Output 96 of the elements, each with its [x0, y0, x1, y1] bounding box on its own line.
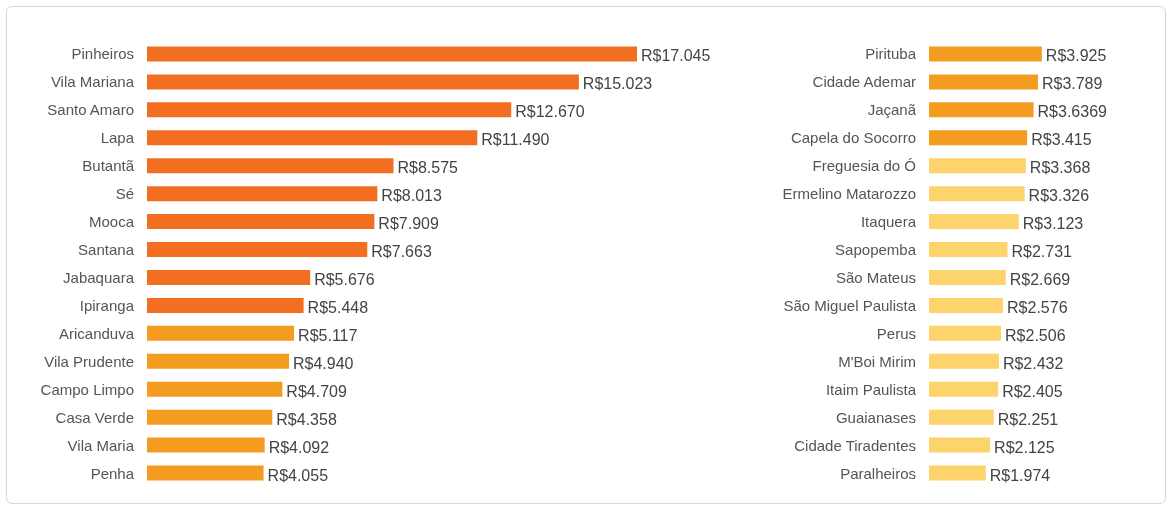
y-tick-label: Santana	[78, 241, 135, 259]
bar	[929, 409, 994, 425]
y-tick-label: São Miguel Paulista	[783, 296, 917, 314]
data-label: R$17.045	[641, 47, 711, 65]
data-label: R$3.789	[1041, 75, 1103, 93]
y-tick-label: Vila Prudente	[44, 352, 134, 370]
data-label: R$4.940	[293, 354, 354, 372]
y-tick-label: Casa Verde	[55, 408, 134, 426]
data-label: R$2.405	[1002, 382, 1063, 400]
bar	[147, 130, 478, 146]
data-label: R$3.6369	[1037, 103, 1108, 121]
bar	[929, 130, 1028, 146]
y-tick-label: Itaquera	[860, 213, 917, 231]
data-label: R$3.925	[1045, 47, 1107, 65]
data-label: R$3.415	[1031, 131, 1092, 149]
y-tick-label: Paralheiros	[840, 464, 916, 482]
data-label: R$2.251	[997, 410, 1059, 428]
y-tick-label: Cidade Tiradentes	[794, 436, 916, 454]
bar	[929, 381, 999, 397]
y-tick-label: Aricanduva	[58, 324, 135, 342]
data-label: R$8.013	[381, 187, 442, 205]
bar	[929, 437, 991, 453]
data-label: R$15.023	[582, 75, 653, 93]
bar	[929, 214, 1019, 230]
y-tick-label: Ipiranga	[79, 296, 135, 314]
y-tick-label: Vila Maria	[67, 436, 135, 454]
y-tick-label: Jabaquara	[63, 268, 135, 286]
data-label: R$7.663	[371, 243, 432, 261]
data-label: R$12.670	[515, 103, 585, 121]
data-label: R$2.576	[1007, 298, 1068, 316]
bar	[147, 269, 311, 285]
bar	[929, 269, 1006, 285]
bar	[929, 186, 1025, 202]
bar	[929, 297, 1004, 313]
y-tick-label: Mooca	[88, 213, 135, 231]
bar	[929, 242, 1008, 258]
y-tick-label: Campo Limpo	[40, 380, 134, 398]
data-label: R$3.123	[1022, 215, 1084, 233]
y-tick-label: São Mateus	[835, 268, 916, 286]
data-label: R$2.432	[1002, 354, 1064, 372]
data-label: R$7.909	[378, 215, 439, 233]
bar	[147, 214, 375, 230]
y-tick-label: Butantã	[82, 157, 135, 175]
bar	[147, 74, 579, 90]
data-label: R$8.575	[397, 159, 459, 177]
data-label: R$4.358	[276, 410, 337, 428]
y-tick-label: Vila Mariana	[50, 73, 135, 91]
bar	[929, 465, 986, 481]
bar	[147, 437, 265, 453]
bar	[147, 325, 295, 341]
y-tick-label: Sapopemba	[835, 241, 917, 259]
data-label: R$2.506	[1005, 326, 1066, 344]
y-tick-label: Sé	[115, 185, 134, 203]
y-tick-label: Perus	[876, 324, 916, 342]
bar	[147, 381, 283, 397]
bar	[147, 186, 378, 202]
bar	[929, 353, 999, 369]
bar	[147, 158, 394, 174]
y-tick-label: Jaçanã	[867, 101, 917, 119]
bar	[929, 325, 1002, 341]
data-label: R$4.092	[268, 438, 330, 456]
data-label: R$4.709	[286, 382, 347, 400]
data-label: R$5.448	[307, 298, 369, 316]
bar	[147, 353, 290, 369]
data-label: R$2.731	[1011, 243, 1073, 261]
y-tick-label: Cidade Ademar	[812, 73, 916, 91]
data-label: R$11.490	[481, 131, 550, 149]
y-tick-label: Penha	[90, 464, 135, 482]
bar	[147, 102, 512, 118]
y-tick-label: Santo Amaro	[47, 101, 134, 119]
y-tick-label: M'Boi Mirim	[838, 352, 916, 370]
data-label: R$4.055	[267, 466, 329, 484]
bar	[929, 158, 1026, 174]
bar	[147, 465, 264, 481]
y-tick-label: Capela do Socorro	[790, 129, 916, 147]
bar	[147, 242, 368, 258]
data-label: R$5.117	[298, 326, 358, 344]
y-tick-label: Guaianases	[835, 408, 916, 426]
y-tick-label: Lapa	[100, 129, 135, 147]
y-tick-label: Pirituba	[865, 45, 917, 63]
bar	[147, 46, 637, 62]
data-label: R$3.326	[1028, 187, 1090, 205]
bar	[147, 297, 304, 313]
data-label: R$2.669	[1009, 270, 1071, 288]
data-label: R$5.676	[314, 270, 375, 288]
y-tick-label: Ermelino Matarozzo	[782, 185, 916, 203]
y-tick-label: Pinheiros	[71, 45, 134, 63]
bar	[929, 102, 1034, 118]
y-tick-label: Itaim Paulista	[825, 380, 917, 398]
bar	[147, 409, 273, 425]
y-tick-label: Freguesia do Ó	[812, 157, 916, 175]
data-label: R$1.974	[989, 466, 1051, 484]
bar	[929, 74, 1038, 90]
data-label: R$2.125	[994, 438, 1055, 456]
bar	[929, 46, 1042, 62]
data-label: R$3.368	[1029, 159, 1091, 177]
